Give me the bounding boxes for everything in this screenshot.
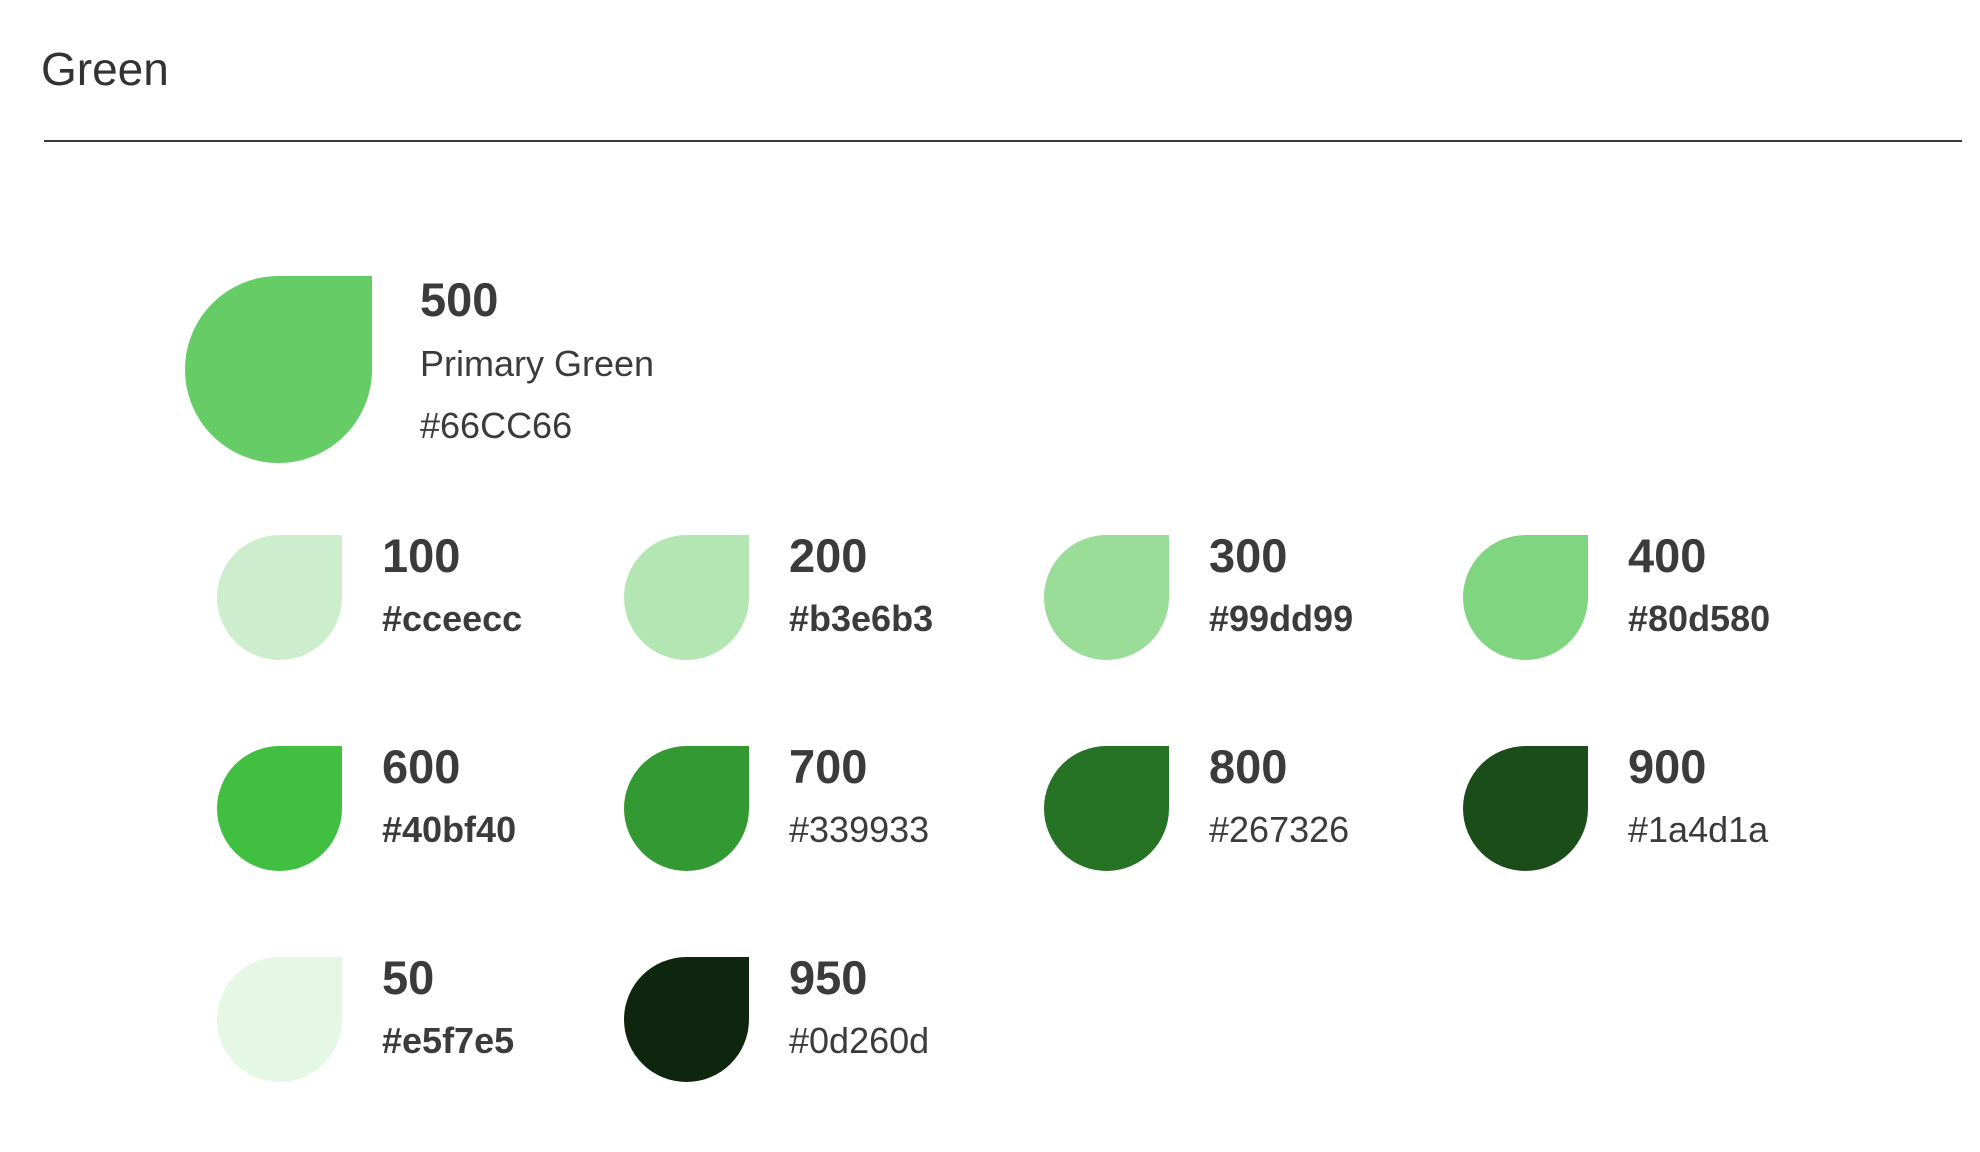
shade-hex: #40bf40 xyxy=(382,809,517,850)
swatch-700: 700 #339933 xyxy=(624,740,1004,876)
shade-name: 600 xyxy=(382,740,461,793)
color-drop xyxy=(217,957,342,1082)
primary-shade-hex: #66CC66 xyxy=(420,405,573,446)
shade-name: 800 xyxy=(1209,740,1288,793)
color-drop xyxy=(1463,535,1588,660)
shade-hex: #0d260d xyxy=(789,1020,930,1061)
shade-name: 400 xyxy=(1628,529,1707,582)
swatch-900: 900 #1a4d1a xyxy=(1463,740,1843,876)
color-drop xyxy=(217,535,342,660)
shade-name: 100 xyxy=(382,529,461,582)
swatch-950: 950 #0d260d xyxy=(624,951,1004,1087)
swatch-200: 200 #b3e6b3 xyxy=(624,529,1004,665)
section-title: Green xyxy=(41,43,169,95)
shade-hex: #99dd99 xyxy=(1209,598,1354,639)
swatch-300: 300 #99dd99 xyxy=(1044,529,1424,665)
shade-hex: #cceecc xyxy=(382,598,523,639)
swatch-100: 100 #cceecc xyxy=(217,529,597,665)
color-drop xyxy=(624,535,749,660)
color-drop xyxy=(624,746,749,871)
shade-name: 950 xyxy=(789,951,868,1004)
color-drop xyxy=(217,746,342,871)
section-divider xyxy=(44,140,1962,142)
shade-name: 700 xyxy=(789,740,868,793)
shade-hex: #339933 xyxy=(789,809,930,850)
shade-name: 200 xyxy=(789,529,868,582)
swatch-600: 600 #40bf40 xyxy=(217,740,597,876)
swatch-50: 50 #e5f7e5 xyxy=(217,951,597,1087)
swatch-400: 400 #80d580 xyxy=(1463,529,1843,665)
color-drop xyxy=(1044,535,1169,660)
shade-hex: #b3e6b3 xyxy=(789,598,934,639)
swatch-800: 800 #267326 xyxy=(1044,740,1424,876)
primary-shade-name: 500 xyxy=(420,273,499,326)
shade-hex: #e5f7e5 xyxy=(382,1020,515,1061)
color-drop xyxy=(1463,746,1588,871)
primary-shade-label: Primary Green xyxy=(420,343,655,384)
shade-name: 50 xyxy=(382,951,435,1004)
shade-hex: #267326 xyxy=(1209,809,1350,850)
color-drop xyxy=(1044,746,1169,871)
shade-hex: #80d580 xyxy=(1628,598,1771,639)
color-drop xyxy=(624,957,749,1082)
primary-color-drop xyxy=(185,276,372,463)
shade-name: 300 xyxy=(1209,529,1288,582)
shade-hex: #1a4d1a xyxy=(1628,809,1769,850)
shade-name: 900 xyxy=(1628,740,1707,793)
